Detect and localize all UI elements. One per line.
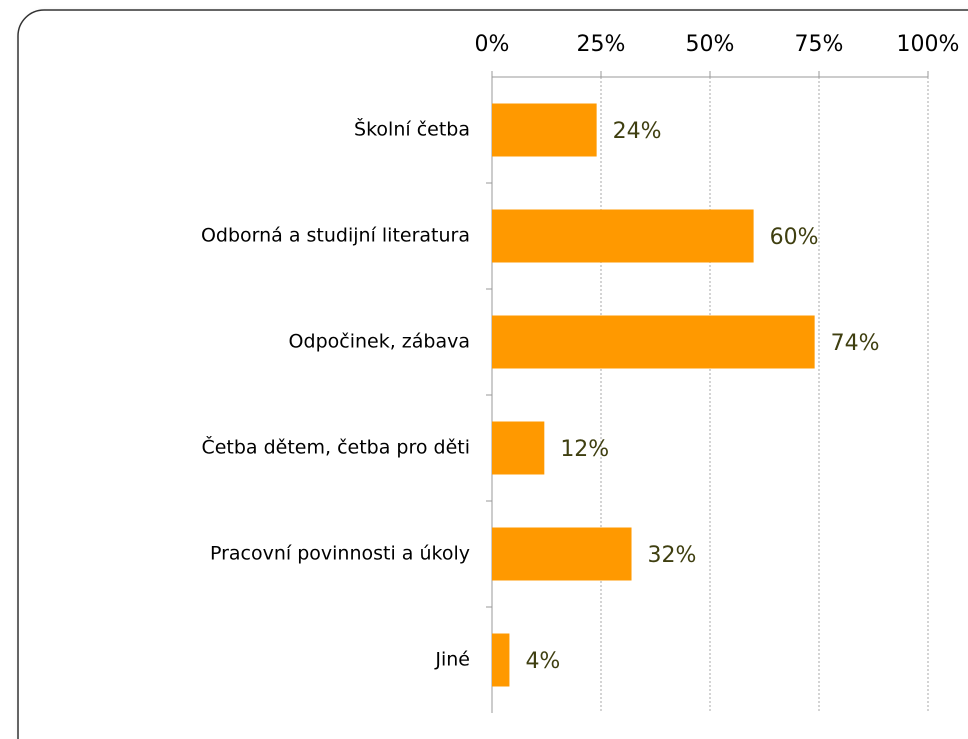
bar [492,103,597,157]
value-label: 32% [648,543,697,568]
bar [492,633,510,687]
y-tick-label: Jiné [434,649,470,671]
y-tick-label: Školní četba [354,117,470,141]
bar [492,209,754,263]
y-tick-label: Pracovní povinnosti a úkoly [210,543,470,565]
x-tick-label: 0% [475,32,510,57]
y-tick-label: Četba dětem, četba pro děti [201,435,470,459]
value-label: 24% [613,119,662,144]
bar [492,315,815,369]
x-tick-label: 100% [897,32,960,57]
value-label: 60% [770,225,819,250]
value-label: 4% [525,649,560,674]
y-tick-label: Odpočinek, zábava [289,331,470,353]
value-label: 74% [831,331,880,356]
x-tick-label: 50% [686,32,735,57]
value-label: 12% [560,437,609,462]
x-tick-label: 75% [795,32,844,57]
x-tick-label: 25% [577,32,626,57]
frame [17,9,968,739]
y-tick-label: Odborná a studijní literatura [201,225,470,247]
bar [492,527,632,581]
bar [492,421,545,475]
